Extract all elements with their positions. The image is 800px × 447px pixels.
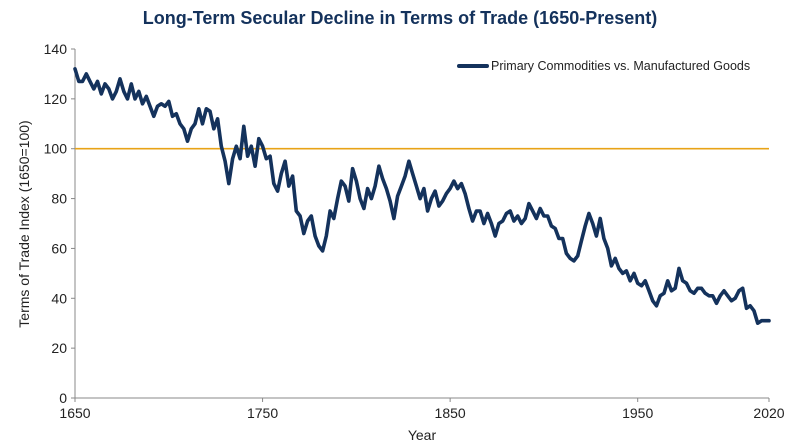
y-tick-label: 80: [51, 191, 67, 207]
legend-label: Primary Commodities vs. Manufactured Goo…: [491, 59, 750, 73]
chart-title: Long-Term Secular Decline in Terms of Tr…: [142, 8, 658, 28]
y-tick-label: 40: [51, 290, 67, 306]
y-tick-label: 0: [59, 390, 67, 406]
legend: Primary Commodities vs. Manufactured Goo…: [457, 59, 750, 73]
series-line: [73, 67, 771, 325]
x-tick-label: 2020: [753, 405, 784, 421]
tick-labels: 0 20 40 60 80 100 120 140 1650 1750 1850 1950 2020: [44, 41, 785, 421]
y-tick-label: 100: [44, 141, 68, 157]
y-axis-label: Terms of Trade Index (1650=100): [16, 120, 32, 327]
y-tick-label: 60: [51, 240, 67, 256]
x-tick-label: 1950: [622, 405, 653, 421]
x-tick-label: 1750: [247, 405, 278, 421]
x-tick-label: 1850: [435, 405, 466, 421]
x-axis-label: Year: [408, 427, 437, 443]
series-group: [73, 67, 771, 325]
x-tick-label: 1650: [59, 405, 90, 421]
y-tick-label: 20: [51, 340, 67, 356]
y-tick-label: 120: [44, 91, 68, 107]
axes: [71, 48, 770, 402]
y-tick-label: 140: [44, 41, 68, 57]
